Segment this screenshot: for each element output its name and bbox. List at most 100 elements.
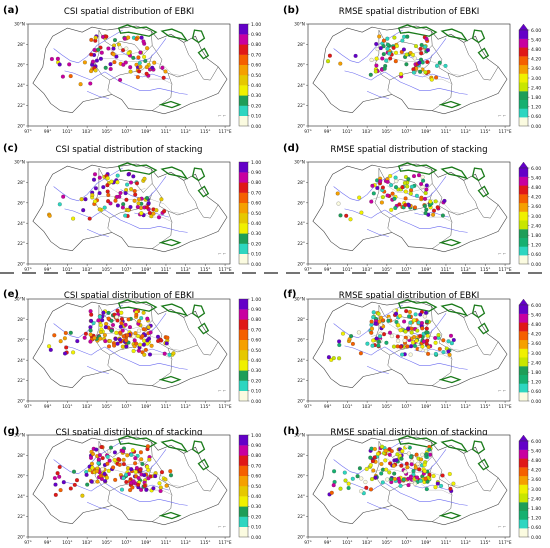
station-marker [125, 453, 130, 458]
river-line [366, 91, 389, 99]
station-marker [404, 309, 409, 314]
station-marker [145, 196, 150, 201]
colorbar-segment [239, 516, 248, 527]
island-mark: ⌐ ⌐ [498, 113, 506, 118]
forest-region [477, 322, 490, 335]
station-marker [145, 444, 150, 449]
colorbar-segment [519, 458, 528, 468]
river-line [366, 502, 389, 510]
station-marker [133, 192, 138, 197]
colorbar-tick-label: 4.80 [531, 185, 541, 191]
y-tick-label: 26° [297, 62, 305, 68]
colorbar-segment [239, 380, 248, 391]
colorbar-segment [239, 445, 248, 456]
station-marker [375, 186, 380, 191]
station-marker [414, 338, 419, 343]
station-marker [88, 309, 93, 314]
colorbar-extend [518, 298, 529, 306]
river-line [344, 70, 468, 95]
station-marker [389, 477, 394, 482]
station-marker [418, 312, 423, 317]
station-marker [148, 352, 153, 357]
y-tick-label: 28° [297, 453, 305, 459]
colorbar-segment [239, 172, 248, 183]
station-marker [424, 187, 429, 192]
province-border [152, 210, 173, 249]
station-marker [336, 201, 341, 206]
station-marker [135, 181, 140, 186]
station-marker [145, 316, 150, 321]
colorbar-tick-label: 0.70 [251, 463, 261, 469]
station-marker [108, 445, 113, 450]
station-marker [381, 38, 386, 43]
station-marker [136, 482, 141, 487]
station-marker [424, 452, 429, 457]
station-marker [432, 208, 437, 213]
y-tick-label: 30°N [294, 297, 305, 303]
station-marker [431, 212, 436, 217]
station-marker [385, 46, 390, 51]
station-marker [67, 62, 72, 67]
station-marker [139, 211, 144, 216]
station-marker [425, 479, 430, 484]
station-marker [436, 333, 441, 338]
station-marker [130, 448, 135, 453]
station-marker [384, 340, 389, 345]
colorbar-segment [519, 56, 528, 66]
station-marker [99, 50, 104, 55]
panel-f: (f) RMSE spatial distribution of EBKI ⌐ ⌐ 9… [283, 289, 541, 410]
colorbar-tick-label: 0.50 [251, 484, 261, 490]
station-marker [369, 487, 374, 492]
station-marker [335, 191, 340, 196]
station-marker [370, 477, 375, 482]
station-marker [396, 476, 401, 481]
station-marker [158, 489, 163, 494]
station-marker [113, 198, 118, 203]
colorbar-tick-label: 1.20 [531, 243, 541, 249]
y-tick-label: 24° [17, 494, 25, 500]
province-border [150, 169, 153, 184]
station-marker [405, 34, 410, 39]
station-marker [429, 77, 434, 82]
station-marker [113, 337, 118, 342]
station-marker [103, 479, 108, 484]
station-marker [115, 180, 120, 185]
y-tick-label: 26° [297, 473, 305, 479]
station-marker [151, 211, 156, 216]
x-tick-label: 111° [161, 129, 171, 135]
station-marker [437, 347, 442, 352]
colorbar-segment [239, 506, 248, 517]
station-marker [128, 325, 133, 330]
station-marker [61, 194, 66, 199]
forest-region [158, 238, 182, 247]
colorbar-segment [519, 30, 528, 39]
station-marker [419, 457, 424, 462]
station-marker [410, 52, 415, 57]
x-tick-label: 111° [161, 540, 171, 544]
colorbar-tick-label: 0.20 [251, 378, 261, 384]
colorbar-segment [239, 475, 248, 487]
forest-region [191, 167, 206, 182]
forest-region [438, 238, 462, 247]
station-marker [394, 458, 399, 463]
station-marker [129, 452, 134, 457]
colorbar-tick-label: 4.20 [531, 195, 541, 201]
station-marker [47, 344, 52, 349]
x-tick-label: 107° [401, 129, 411, 135]
station-marker [406, 326, 411, 331]
station-marker [57, 62, 62, 67]
panel-label: (b) [283, 5, 299, 16]
station-marker [412, 335, 417, 340]
station-marker [85, 482, 90, 487]
station-marker [433, 199, 438, 204]
station-marker [115, 308, 120, 313]
colorbar-segment [519, 502, 528, 511]
station-marker [380, 56, 385, 61]
colorbar-tick-label: 0.20 [251, 514, 261, 520]
colorbar-segment [239, 526, 248, 538]
x-tick-label: 97° [24, 404, 32, 410]
station-marker [168, 469, 173, 474]
station-marker [396, 338, 401, 343]
station-marker [92, 47, 97, 52]
station-marker [118, 324, 123, 329]
